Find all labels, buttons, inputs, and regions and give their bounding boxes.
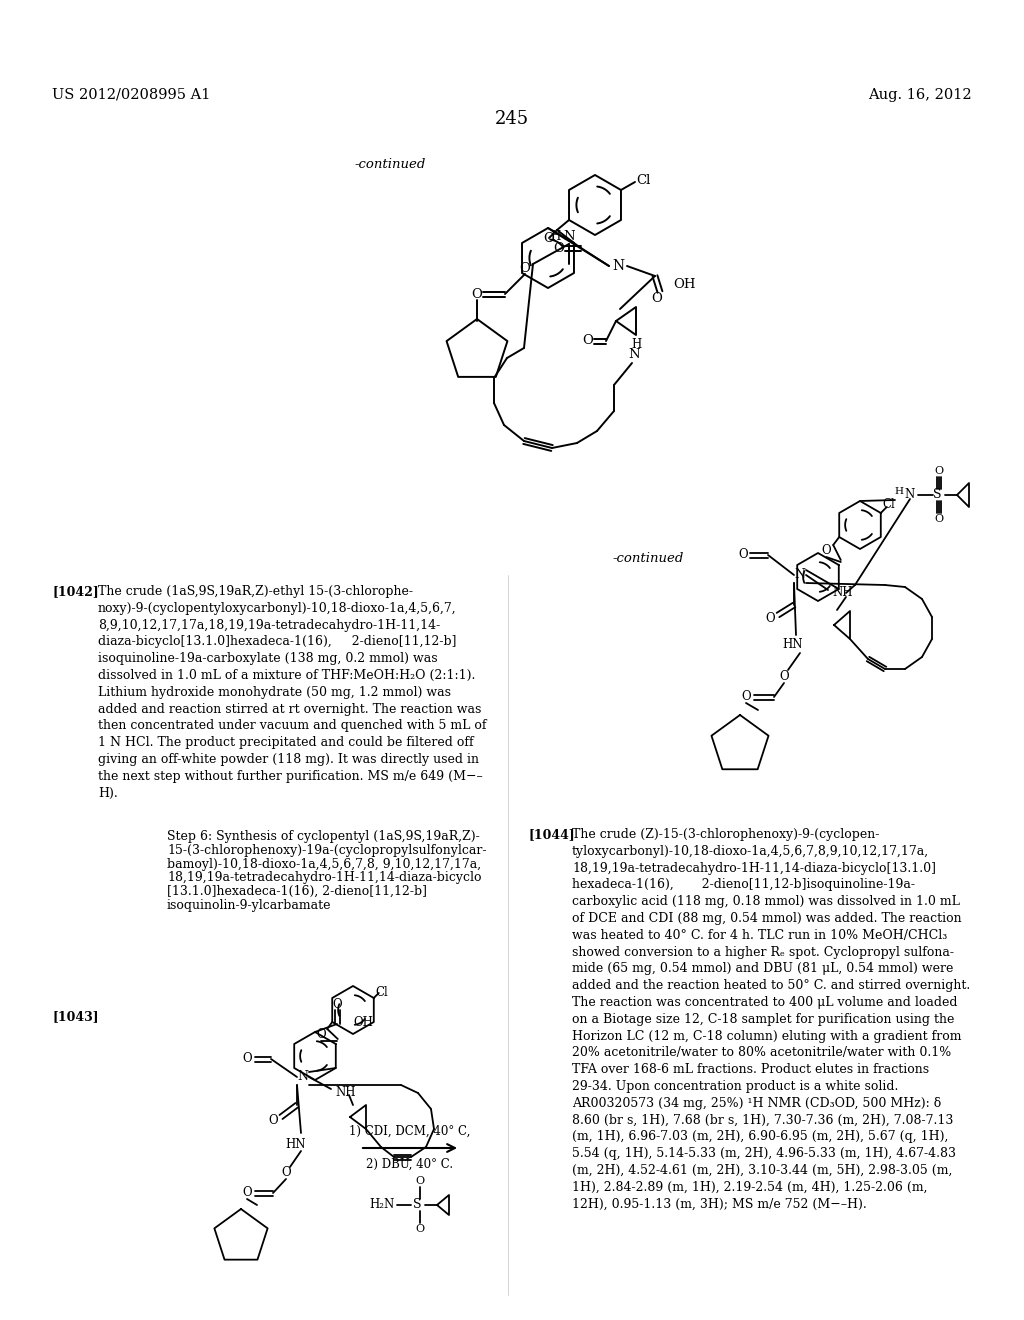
Text: isoquinolin-9-ylcarbamate: isoquinolin-9-ylcarbamate: [167, 899, 332, 912]
Text: O: O: [416, 1224, 425, 1234]
Text: H₂N: H₂N: [370, 1199, 395, 1212]
Text: O: O: [765, 612, 775, 626]
Text: O: O: [651, 292, 663, 305]
Text: Cl: Cl: [376, 986, 388, 998]
Text: NH: NH: [831, 586, 853, 599]
Text: Cl: Cl: [883, 499, 895, 511]
Text: S: S: [933, 488, 941, 502]
Text: 15-(3-chlorophenoxy)-19a-(cyclopropylsulfonylcar-: 15-(3-chlorophenoxy)-19a-(cyclopropylsul…: [167, 843, 486, 857]
Text: The crude (1aS,9S,19aR,Z)-ethyl 15-(3-chlorophe-
noxy)-9-(cyclopentyloxycarbonyl: The crude (1aS,9S,19aR,Z)-ethyl 15-(3-ch…: [98, 585, 486, 800]
Text: 18,19,19a-tetradecahydro-1H-11,14-diaza-bicyclo: 18,19,19a-tetradecahydro-1H-11,14-diaza-…: [167, 871, 481, 884]
Text: OH: OH: [673, 277, 695, 290]
Text: [1042]: [1042]: [52, 585, 98, 598]
Text: O: O: [821, 544, 831, 557]
Text: O: O: [935, 466, 943, 477]
Text: HN: HN: [285, 1138, 305, 1151]
Text: O: O: [416, 1176, 425, 1185]
Text: HN: HN: [782, 639, 803, 652]
Text: O: O: [268, 1114, 278, 1127]
Text: The crude (Z)-15-(3-chlorophenoxy)-9-(cyclopen-
tyloxycarbonyl)-10,18-dioxo-1a,4: The crude (Z)-15-(3-chlorophenoxy)-9-(cy…: [572, 828, 971, 1210]
Text: 1) CDI, DCM, 40° C,: 1) CDI, DCM, 40° C,: [349, 1125, 471, 1138]
Text: O: O: [583, 334, 594, 347]
Text: -continued: -continued: [354, 158, 426, 172]
Text: H: H: [631, 338, 641, 351]
Text: OH: OH: [353, 1015, 373, 1028]
Text: O: O: [738, 549, 748, 561]
Text: [1044]: [1044]: [528, 828, 574, 841]
Text: N: N: [905, 488, 915, 502]
Text: 2) DBU, 40° C.: 2) DBU, 40° C.: [367, 1158, 454, 1171]
Text: NH: NH: [335, 1085, 355, 1098]
Text: H: H: [894, 487, 903, 496]
Text: O: O: [544, 231, 554, 244]
Text: -continued: -continued: [612, 552, 684, 565]
Text: S: S: [413, 1199, 421, 1212]
Text: Cl: Cl: [636, 173, 650, 186]
Text: [1043]: [1043]: [52, 1010, 98, 1023]
Text: O: O: [741, 690, 751, 704]
Text: N: N: [628, 347, 640, 360]
Text: US 2012/0208995 A1: US 2012/0208995 A1: [52, 88, 210, 102]
Text: [13.1.0]hexadeca-1(16), 2-dieno[11,12-b]: [13.1.0]hexadeca-1(16), 2-dieno[11,12-b]: [167, 886, 427, 898]
Text: N: N: [612, 259, 624, 273]
Text: N: N: [795, 569, 806, 582]
Text: O: O: [779, 671, 788, 684]
Text: 245: 245: [495, 110, 529, 128]
Text: Step 6: Synthesis of cyclopentyl (1aS,9S,19aR,Z)-: Step 6: Synthesis of cyclopentyl (1aS,9S…: [167, 830, 480, 843]
Text: N: N: [563, 230, 574, 243]
Text: O: O: [316, 1028, 326, 1041]
Text: O: O: [332, 998, 342, 1011]
Text: O: O: [282, 1167, 291, 1180]
Text: Aug. 16, 2012: Aug. 16, 2012: [868, 88, 972, 102]
Text: O: O: [519, 261, 530, 275]
Text: O: O: [243, 1052, 252, 1065]
Text: O: O: [935, 513, 943, 524]
Text: O: O: [472, 288, 482, 301]
Text: H: H: [551, 230, 561, 243]
Text: N: N: [298, 1071, 308, 1084]
Text: bamoyl)-10,18-dioxo-1a,4,5,6,7,8, 9,10,12,17,17a,: bamoyl)-10,18-dioxo-1a,4,5,6,7,8, 9,10,1…: [167, 858, 481, 871]
Text: O: O: [243, 1187, 252, 1200]
Text: O: O: [554, 242, 564, 255]
